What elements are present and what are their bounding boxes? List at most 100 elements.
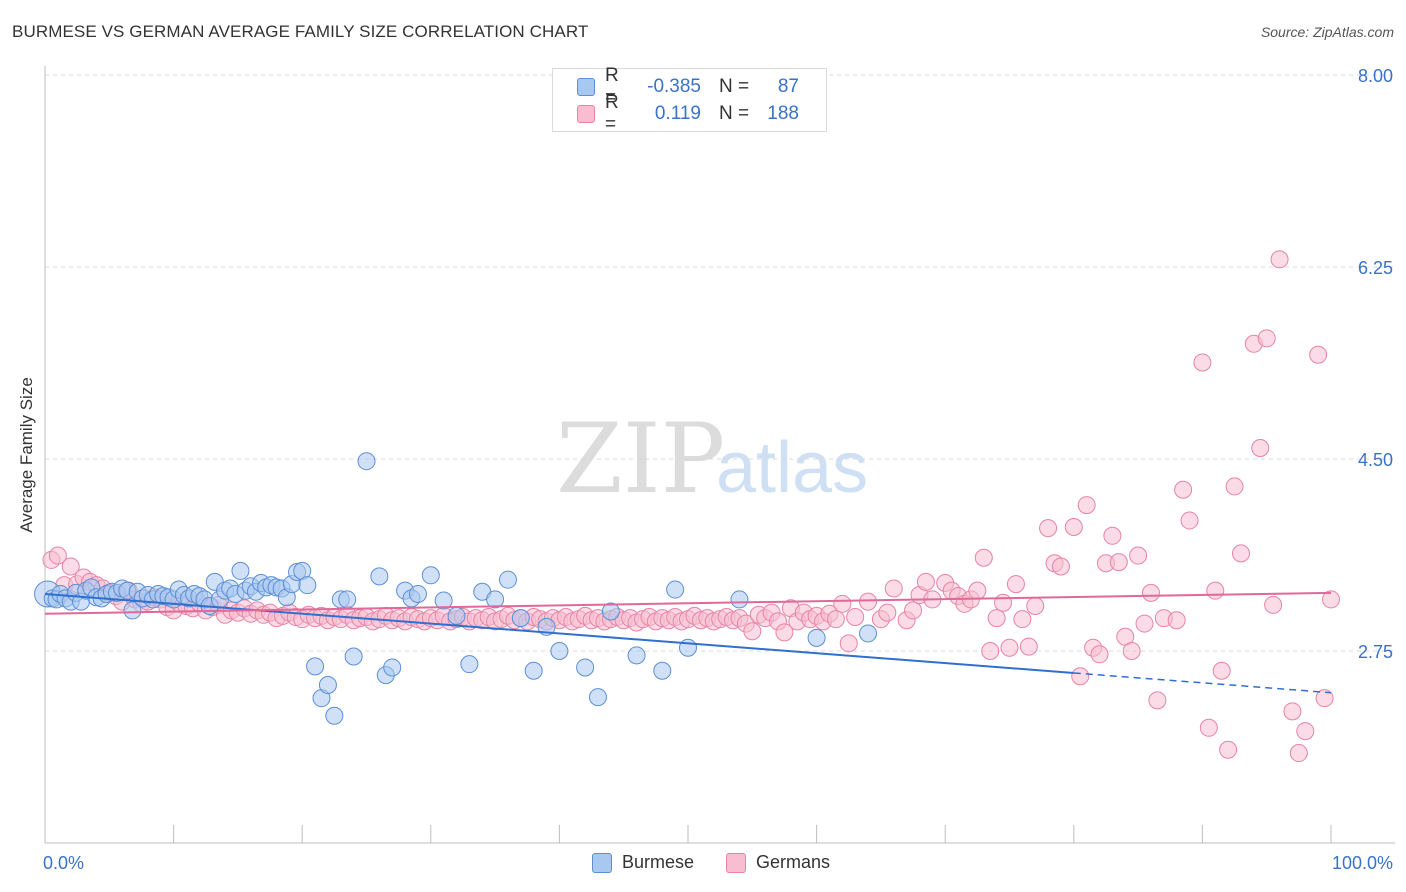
burmese-swatch [577, 78, 595, 96]
germans-point [1051, 557, 1070, 576]
germans-point [981, 642, 1000, 660]
burmese-trend-extension [1073, 672, 1332, 694]
germans-point [1064, 518, 1083, 537]
germans-point [878, 603, 897, 622]
burmese-point [460, 655, 479, 674]
burmese-point [357, 452, 376, 471]
germans-point [1283, 702, 1302, 721]
germans-point [1103, 526, 1122, 545]
germans-point [1006, 575, 1025, 594]
germans-point [1174, 480, 1193, 499]
germans-point [1000, 638, 1019, 657]
germans-point [987, 609, 1006, 628]
germans-point [1309, 345, 1328, 364]
germans-point [916, 572, 935, 591]
germans-point [1013, 610, 1032, 629]
source-label: Source: ZipAtlas.com [1260, 24, 1394, 40]
burmese-point [511, 609, 530, 628]
trend-lines [44, 591, 1332, 694]
germans-point [743, 622, 762, 641]
germans-point [1251, 439, 1270, 458]
burmese-point [318, 676, 337, 695]
germans-point [1206, 581, 1225, 600]
burmese-point [807, 628, 826, 647]
burmese-point [730, 590, 749, 609]
burmese-point [298, 576, 317, 595]
burmese-point [653, 661, 672, 680]
burmese-point [434, 591, 453, 610]
burmese-point [588, 688, 607, 707]
germans-point [775, 623, 794, 642]
germans-point [994, 593, 1013, 612]
y-tick-label: 8.00 [1358, 66, 1393, 86]
bottom-legend: Burmese Germans [592, 852, 862, 873]
y-tick-label: 2.75 [1358, 642, 1393, 662]
bottom-legend-burmese: Burmese [592, 852, 694, 873]
germans-point [1322, 590, 1340, 609]
germans-point [1090, 645, 1109, 664]
legend-r-label: R = [605, 92, 619, 135]
germans-trend-line [44, 591, 1332, 615]
x-axis-min-label: 0.0% [43, 853, 85, 873]
legend-r-label: R = [605, 65, 619, 108]
germans-point [1077, 496, 1096, 515]
germans-point [1071, 667, 1090, 686]
legend-row-germans: R = 0.119 N = 188 [577, 92, 799, 135]
legend-r-value: -0.385 [647, 76, 701, 97]
burmese-point [524, 661, 543, 680]
legend-n-value: 87 [777, 76, 799, 97]
germans-point [61, 557, 80, 576]
burmese-point [370, 567, 389, 586]
burmese-point [486, 590, 505, 609]
germans-point [48, 546, 67, 565]
y-tick-label: 4.50 [1358, 450, 1393, 470]
burmese-point [550, 642, 569, 660]
germans-point [833, 594, 852, 613]
burmese-point [408, 584, 427, 603]
germans-point [1019, 637, 1038, 656]
axes [44, 66, 1395, 844]
germans-point [1264, 595, 1283, 614]
germans-point [1193, 353, 1212, 372]
legend-r-value: 0.119 [654, 103, 701, 124]
y-tick-label: 6.25 [1358, 258, 1393, 278]
y-tick-labels: 2.75 4.50 6.25 8.00 [1358, 66, 1393, 662]
germans-legend-label: Germans [756, 852, 831, 872]
y-axis-label: Average Family Size [17, 377, 36, 533]
burmese-point [627, 646, 646, 665]
burmese-point [338, 590, 357, 609]
legend-box: R = -0.385 N = 87 R = 0.119 N = 188 [552, 65, 827, 135]
germans-point [846, 607, 865, 626]
legend-n-value: 188 [767, 103, 799, 124]
germans-point [839, 634, 858, 653]
burmese-point [344, 647, 363, 666]
burmese-trend-line [44, 592, 1074, 674]
gridlines [45, 74, 1395, 652]
burmese-point [537, 617, 556, 636]
germans-point [1315, 689, 1334, 708]
germans-point [1129, 546, 1148, 565]
burmese-point [306, 657, 325, 676]
germans-point [1231, 544, 1250, 563]
germans-point [1212, 661, 1231, 680]
legend-n-label: N = [719, 103, 750, 124]
burmese-point [576, 658, 595, 677]
burmese-legend-swatch [592, 852, 612, 873]
chart-title: BURMESE VS GERMAN AVERAGE FAMILY SIZE CO… [12, 22, 589, 41]
germans-point [1148, 691, 1167, 710]
germans-point [1122, 642, 1141, 660]
germans-legend-swatch [726, 852, 747, 873]
germans-point [1289, 744, 1308, 763]
germans-point [884, 579, 903, 598]
germans-point [1257, 329, 1276, 348]
germans-point [1270, 250, 1289, 269]
germans-point [1167, 611, 1186, 630]
germans-swatch [577, 105, 595, 123]
germans-point [1135, 614, 1154, 633]
burmese-point [859, 624, 878, 643]
burmese-point [421, 566, 440, 585]
germans-point [1296, 722, 1315, 741]
germans-point [1225, 477, 1244, 496]
germans-point [1180, 511, 1199, 530]
burmese-point [447, 606, 466, 625]
